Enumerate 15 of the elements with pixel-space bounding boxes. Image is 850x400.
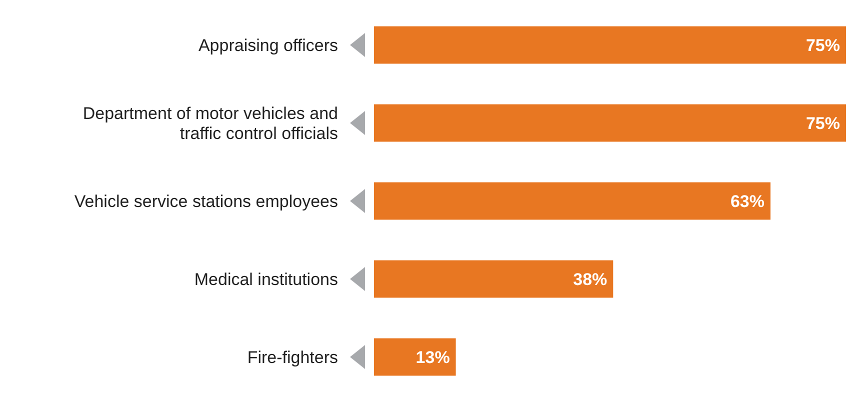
y-tick-label: Vehicle service stations employees (74, 192, 338, 211)
data-label: 13% (416, 348, 450, 367)
bar (374, 182, 770, 220)
y-tick-label: Fire-fighters (247, 348, 338, 367)
data-label: 75% (806, 114, 840, 133)
bar (374, 26, 846, 64)
y-tick-label: Department of motor vehicles and traffic control officials (82, 104, 338, 144)
y-tick-label: Medical institutions (194, 270, 338, 289)
data-label: 38% (573, 270, 608, 289)
bar (374, 104, 846, 142)
data-label: 75% (806, 36, 840, 55)
data-label: 63% (730, 192, 764, 211)
bar (374, 338, 456, 376)
bar (374, 260, 614, 298)
y-tick-label: Appraising officers (198, 36, 338, 55)
